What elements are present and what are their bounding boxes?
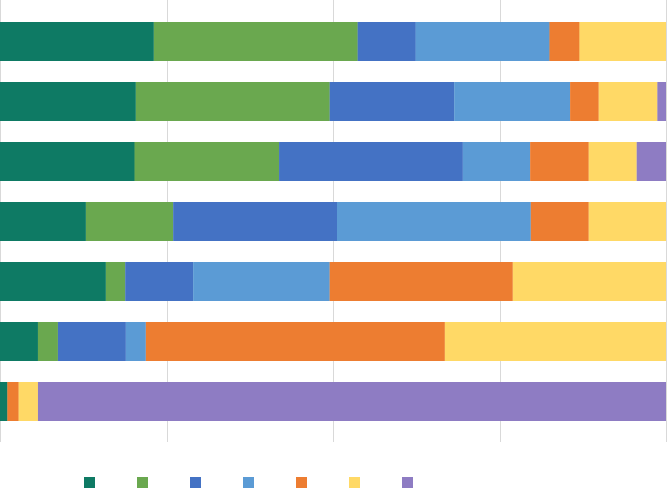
bar-row-6-series-6 <box>444 322 666 361</box>
bar-row-4-series-6 <box>588 202 666 241</box>
bar-row-2-series-5 <box>570 82 599 121</box>
bar-row-3-series-3 <box>279 142 463 181</box>
bar-row-2-series-7 <box>657 82 666 121</box>
bar-row-1-series-3 <box>357 22 416 61</box>
bar-row-5-series-5 <box>329 262 513 301</box>
bar-row-3-series-5 <box>530 142 589 181</box>
bar-row-5-series-2 <box>105 262 126 301</box>
bar-row-4-series-5 <box>530 202 589 241</box>
legend-swatch-4 <box>243 477 254 488</box>
bar-row-4-series-2 <box>85 202 174 241</box>
bar-row-7-series-1 <box>0 382 8 421</box>
bar-stacks <box>0 22 666 421</box>
bar-row-3-series-6 <box>588 142 637 181</box>
bar-row-2-series-3 <box>329 82 455 121</box>
bar-row-2-series-6 <box>598 82 658 121</box>
bar-row-2-series-4 <box>454 82 571 121</box>
bar-row-2-series-2 <box>135 82 330 121</box>
legend-swatch-6 <box>349 477 360 488</box>
bar-row-4-series-1 <box>0 202 86 241</box>
bar-row-5-series-6 <box>512 262 666 301</box>
bar-row-6-series-5 <box>145 322 445 361</box>
bar-row-3-series-4 <box>462 142 531 181</box>
bar-row-5-series-4 <box>193 262 330 301</box>
legend-swatch-2 <box>137 477 148 488</box>
bar-row-4-series-3 <box>173 202 337 241</box>
legend <box>84 477 413 488</box>
bar-row-1-series-5 <box>549 22 580 61</box>
bar-row-7-series-5 <box>7 382 19 421</box>
bar-row-1-series-2 <box>153 22 358 61</box>
bar-row-5-series-1 <box>0 262 106 301</box>
bar-row-6-series-4 <box>125 322 146 361</box>
bar-row-1-series-1 <box>0 22 154 61</box>
bar-row-6-series-3 <box>57 322 126 361</box>
legend-swatch-3 <box>190 477 201 488</box>
bar-row-7-series-6 <box>18 382 38 421</box>
bar-row-3-series-1 <box>0 142 135 181</box>
bar-row-1-series-4 <box>415 22 550 61</box>
bar-row-4-series-4 <box>337 202 531 241</box>
bar-row-2-series-1 <box>0 82 136 121</box>
bar-row-6-series-2 <box>37 322 58 361</box>
legend-swatch-7 <box>402 477 413 488</box>
legend-swatch-1 <box>84 477 95 488</box>
bar-row-5-series-3 <box>125 262 194 301</box>
legend-swatch-5 <box>296 477 307 488</box>
bar-row-6-series-1 <box>0 322 38 361</box>
bar-row-1-series-6 <box>579 22 666 61</box>
bar-row-3-series-7 <box>636 142 666 181</box>
bar-row-7-series-7 <box>37 382 666 421</box>
bar-row-3-series-2 <box>134 142 280 181</box>
